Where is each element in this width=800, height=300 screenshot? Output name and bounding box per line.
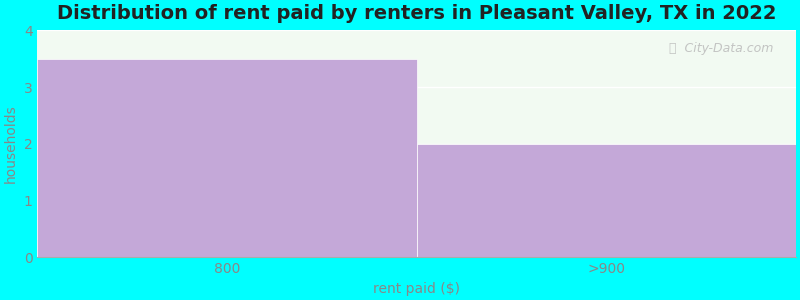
Y-axis label: households: households bbox=[4, 104, 18, 183]
X-axis label: rent paid ($): rent paid ($) bbox=[373, 282, 460, 296]
Bar bbox=[417, 144, 796, 257]
Bar bbox=[38, 59, 417, 257]
Title: Distribution of rent paid by renters in Pleasant Valley, TX in 2022: Distribution of rent paid by renters in … bbox=[57, 4, 776, 23]
Text: ⓘ  City-Data.com: ⓘ City-Data.com bbox=[669, 42, 773, 55]
